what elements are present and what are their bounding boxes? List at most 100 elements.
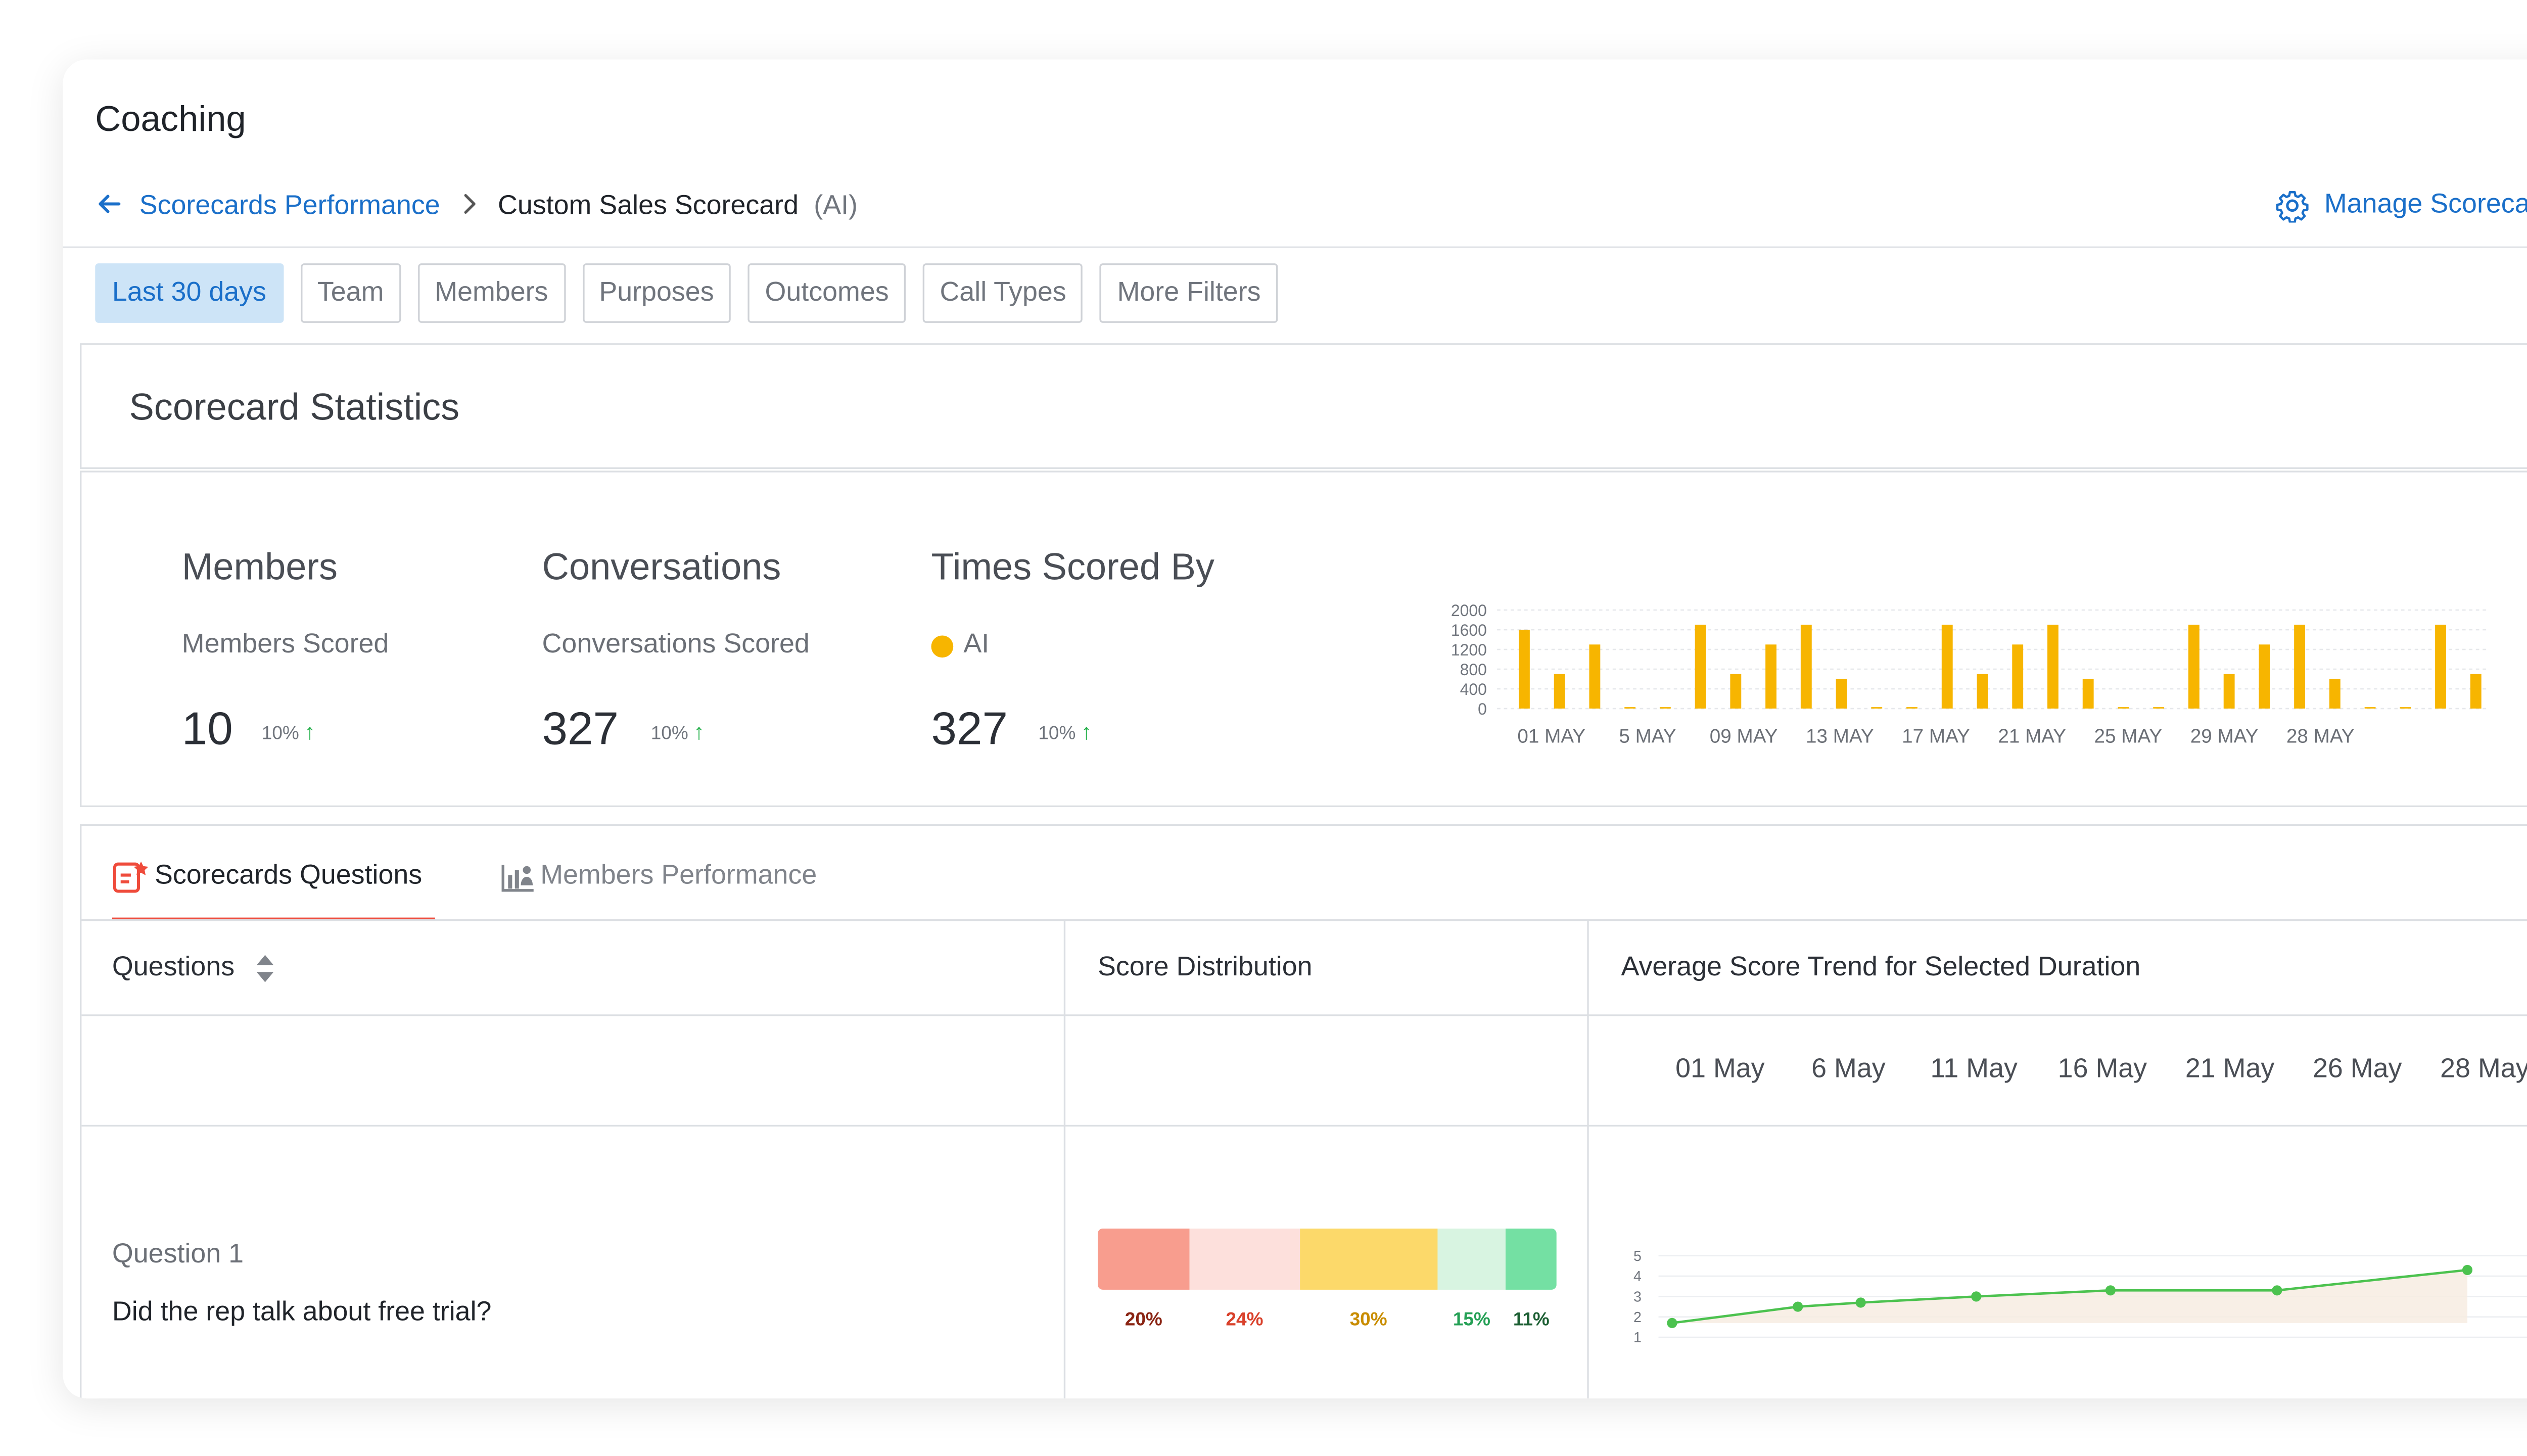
bar-chart-bar bbox=[1977, 674, 1988, 709]
statistics-panel: Members Members Scored 10 10% ↑ Conversa… bbox=[80, 471, 2527, 808]
bar-chart-y-tick: 800 bbox=[1460, 661, 1487, 679]
trend-point[interactable] bbox=[1793, 1301, 1803, 1312]
bar-chart-bar bbox=[1730, 674, 1742, 709]
filter-call-types[interactable]: Call Types bbox=[922, 263, 1084, 323]
bar-chart-bar bbox=[1941, 625, 1953, 709]
trend-date-label: 01 May bbox=[1675, 1055, 1765, 1085]
trend-point[interactable] bbox=[1667, 1318, 1677, 1328]
questions-header-label: Questions bbox=[112, 952, 235, 981]
bar-chart-bar bbox=[2118, 707, 2129, 709]
trend-date-label: 16 May bbox=[2057, 1055, 2147, 1085]
bar-chart-x-tick: 21 MAY bbox=[1998, 725, 2066, 747]
ai-legend-dot bbox=[931, 634, 954, 657]
bar-chart-bar bbox=[2400, 707, 2411, 709]
trend-point[interactable] bbox=[1971, 1291, 1982, 1302]
members-change: 10% ↑ bbox=[262, 719, 315, 744]
filter-purposes[interactable]: Purposes bbox=[582, 263, 731, 323]
header-divider bbox=[63, 246, 2527, 248]
score-distribution: 20% 24% 30% 15% 11% bbox=[1098, 1228, 1557, 1344]
bar-chart-x-tick: 29 MAY bbox=[2190, 725, 2259, 747]
distribution-segment[interactable] bbox=[1299, 1228, 1437, 1290]
distribution-percent-label: 30% bbox=[1349, 1310, 1387, 1331]
bar-chart-bar bbox=[1765, 644, 1777, 709]
column-divider bbox=[1063, 921, 1066, 1399]
times-scored-heading: Times Scored By bbox=[931, 545, 1214, 588]
bar-chart-bar bbox=[2047, 625, 2058, 709]
statistics-title: Scorecard Statistics bbox=[129, 386, 460, 429]
trend-point[interactable] bbox=[2462, 1264, 2473, 1276]
trend-point[interactable] bbox=[1855, 1297, 1866, 1308]
chevron-right-icon bbox=[460, 192, 478, 223]
conversations-heading: Conversations bbox=[542, 545, 781, 588]
times-scored-legend-label: AI bbox=[963, 630, 990, 660]
breadcrumb-current: Custom Sales Scorecard bbox=[498, 192, 799, 221]
bar-chart-bar bbox=[1519, 630, 1530, 709]
distribution-segment[interactable] bbox=[1098, 1228, 1190, 1290]
distribution-percent-label: 15% bbox=[1453, 1310, 1490, 1331]
tab-members-performance-label: Members Performance bbox=[540, 861, 817, 890]
filter-members[interactable]: Members bbox=[417, 263, 566, 323]
bar-chart-x-tick: 5 MAY bbox=[1619, 725, 1676, 747]
bar-chart-bar bbox=[2259, 644, 2270, 709]
conversations-change-value: 10% bbox=[650, 724, 688, 744]
average-score-trend-chart: 1 2 3 4 5 bbox=[1633, 1248, 2527, 1346]
sort-icon[interactable] bbox=[253, 953, 277, 983]
trend-point[interactable] bbox=[2105, 1285, 2116, 1296]
distribution-segment[interactable] bbox=[1189, 1228, 1300, 1290]
row-divider bbox=[81, 1014, 2527, 1016]
bar-chart-bar bbox=[1624, 707, 1636, 709]
bar-chart-y-tick: 0 bbox=[1478, 700, 1487, 718]
tab-scorecards-questions-label: Scorecards Questions bbox=[154, 861, 423, 890]
question-number: Question 1 bbox=[112, 1240, 244, 1270]
distribution-segment[interactable] bbox=[1437, 1228, 1506, 1290]
bar-chart-y-tick: 1200 bbox=[1451, 641, 1487, 659]
tab-scorecards-questions[interactable]: Scorecards Questions bbox=[112, 860, 422, 894]
manage-scorecards-label: Manage Scorecards bbox=[2324, 190, 2527, 219]
trend-y-tick: 1 bbox=[1633, 1330, 1642, 1346]
bar-chart-bar bbox=[2223, 674, 2235, 709]
conversations-subtitle: Conversations Scored bbox=[542, 630, 810, 660]
members-subtitle: Members Scored bbox=[181, 630, 389, 660]
score-distribution-labels: 20% 24% 30% 15% 11% bbox=[1098, 1310, 1557, 1344]
bar-chart-bar bbox=[1554, 674, 1565, 709]
bar-chart-bar bbox=[1871, 707, 1883, 709]
distribution-percent-label: 20% bbox=[1125, 1310, 1162, 1331]
questions-column-header[interactable]: Questions bbox=[112, 921, 277, 1014]
bar-chart-x-tick: 13 MAY bbox=[1806, 725, 1874, 747]
members-heading: Members bbox=[181, 545, 338, 588]
bar-chart-bar bbox=[1836, 679, 1847, 709]
arrow-up-icon: ↑ bbox=[304, 719, 316, 744]
conversations-value: 327 bbox=[542, 703, 619, 755]
filter-outcomes[interactable]: Outcomes bbox=[747, 263, 906, 323]
gear-icon bbox=[2276, 191, 2308, 223]
times-scored-value: 327 bbox=[931, 703, 1008, 755]
bar-chart-x-tick: 09 MAY bbox=[1710, 725, 1778, 747]
trend-y-tick: 4 bbox=[1633, 1269, 1642, 1285]
filter-team[interactable]: Team bbox=[300, 263, 401, 323]
bar-chart-bar bbox=[2364, 707, 2376, 709]
arrow-up-icon: ↑ bbox=[693, 719, 705, 744]
filter-more-filters[interactable]: More Filters bbox=[1100, 263, 1278, 323]
arrow-left-icon[interactable] bbox=[95, 190, 122, 225]
row-divider bbox=[81, 1124, 2527, 1127]
tabs-panel: Scorecards Questions Members Performance bbox=[80, 824, 2527, 926]
bar-chart-bar bbox=[1695, 625, 1706, 709]
distribution-column-header: Score Distribution bbox=[1098, 952, 1313, 981]
bar-chart-bar bbox=[2012, 644, 2024, 709]
tab-members-performance[interactable]: Members Performance bbox=[499, 860, 817, 894]
questions-table: Questions Score Distribution Average Sco… bbox=[80, 919, 2527, 1399]
trend-date-label: 21 May bbox=[2185, 1055, 2275, 1085]
breadcrumb-parent-link[interactable]: Scorecards Performance bbox=[139, 192, 440, 221]
bar-chart-x-tick: 28 MAY bbox=[2286, 725, 2355, 747]
trend-point[interactable] bbox=[2272, 1285, 2282, 1296]
manage-scorecards-button[interactable]: Manage Scorecards bbox=[2275, 189, 2527, 223]
distribution-segment[interactable] bbox=[1506, 1228, 1557, 1290]
trend-date-label: 26 May bbox=[2313, 1055, 2402, 1085]
question-text: Did the rep talk about free trial? bbox=[112, 1298, 492, 1327]
bar-chart-bar bbox=[1659, 707, 1671, 709]
bar-chart-person-icon bbox=[501, 865, 534, 892]
filter-last-30-days[interactable]: Last 30 days bbox=[95, 263, 284, 323]
bar-chart-bar bbox=[2294, 625, 2306, 709]
